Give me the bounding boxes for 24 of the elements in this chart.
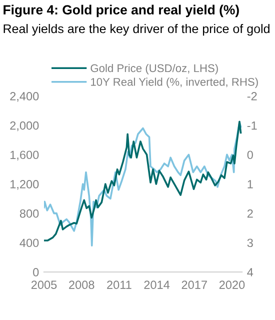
y-tick-label: 2,000 xyxy=(10,121,39,132)
y2-tick-label: 0 xyxy=(247,150,253,160)
x-tick-label: 2014 xyxy=(144,280,170,290)
chart-subtitle: Real yields are the key driver of the price of gold xyxy=(4,24,270,36)
x-tick-label: 2008 xyxy=(69,280,94,290)
y2-tick-label: 1 xyxy=(248,180,253,188)
x-tick-label: 2011 xyxy=(107,280,132,290)
y-tick-label: 1,200 xyxy=(10,180,39,190)
y-tick-label: 2,400 xyxy=(10,92,39,102)
y2-tick-label: -2 xyxy=(247,92,257,100)
y-tick-label: 0 xyxy=(33,268,39,276)
y-tick-label: 1,600 xyxy=(10,150,39,160)
x-tick-label: 2005 xyxy=(31,280,57,290)
y-tick-label: 800 xyxy=(20,209,39,218)
legend-label: Gold Price (USD/oz, LHS) xyxy=(90,64,218,74)
y-tick-label: 400 xyxy=(20,238,39,248)
y2-tick-label: -1 xyxy=(247,121,257,130)
y2-tick-label: 3 xyxy=(247,238,253,248)
legend-label: 10Y Real Yield (%, inverted, RHS) xyxy=(91,78,258,88)
y2-tick-label: 2 xyxy=(247,209,253,218)
y2-tick-label: 4 xyxy=(247,268,254,276)
x-tick-label: 2020 xyxy=(219,280,245,290)
x-tick-label: 2017 xyxy=(182,280,207,290)
chart-title: Figure 4: Gold price and real yield (%) xyxy=(4,4,239,18)
